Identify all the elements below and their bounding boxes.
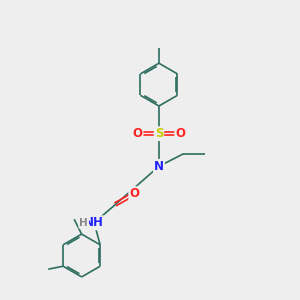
Text: N: N	[154, 160, 164, 173]
Text: S: S	[155, 127, 163, 140]
Text: O: O	[175, 127, 185, 140]
Text: O: O	[133, 127, 142, 140]
Text: NH: NH	[84, 216, 104, 229]
Text: O: O	[129, 187, 139, 200]
Text: H: H	[79, 218, 88, 228]
